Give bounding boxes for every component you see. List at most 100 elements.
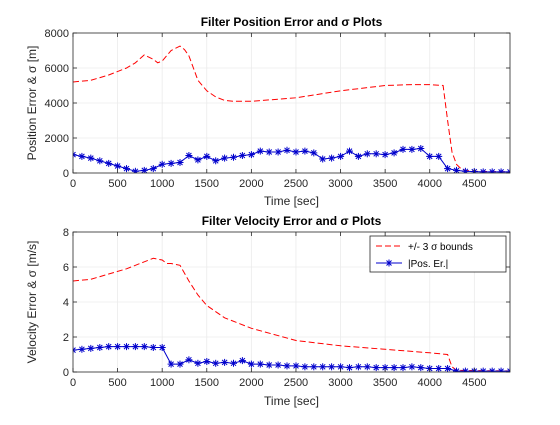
position-series-err-point xyxy=(337,152,345,160)
velocity-series-err-point xyxy=(78,345,86,353)
position-ticks: 0 500 1000 1500 2000 2500 3000 3500 4000 4500 0 200… xyxy=(45,28,510,190)
position-series-err-point xyxy=(417,145,425,152)
velocity-x-tick-label: 2500 xyxy=(284,377,308,389)
velocity-series-err-point xyxy=(158,344,166,351)
velocity-y-tick-label: 2 xyxy=(63,332,69,344)
position-series-err-point xyxy=(265,148,273,156)
position-series-err-point xyxy=(435,152,443,160)
position-series-err-point xyxy=(96,157,104,165)
position-x-tick-label: 2500 xyxy=(284,178,308,190)
position-series-err-point xyxy=(73,151,77,159)
velocity-x-axis-label: Time [sec] xyxy=(264,394,319,408)
velocity-series-err-point xyxy=(488,367,496,372)
position-series-err-point xyxy=(78,152,86,160)
velocity-series-err-point xyxy=(461,367,469,372)
velocity-series-err-point xyxy=(105,343,113,351)
position-series-err-point xyxy=(274,148,282,156)
position-y-tick-label: 6000 xyxy=(45,63,69,75)
legend-box xyxy=(369,235,507,273)
velocity-series-err-point xyxy=(390,364,398,372)
velocity-series-err-point xyxy=(435,365,443,372)
velocity-series-err-point xyxy=(176,360,184,368)
position-x-axis-label: Time [sec] xyxy=(264,194,319,208)
legend-label-bounds: +/- 3 σ bounds xyxy=(408,242,473,253)
velocity-chart-title: Filter Velocity Error and σ Plots xyxy=(202,214,382,228)
legend-marker-error xyxy=(385,259,393,267)
velocity-series-err-point xyxy=(337,363,345,371)
velocity-y-tick-label: 6 xyxy=(63,262,69,274)
velocity-series-err-point xyxy=(131,343,139,351)
velocity-y-axis-label: Velocity Error & σ [m/s] xyxy=(25,241,39,364)
position-series-err-point xyxy=(283,146,291,154)
velocity-series-err-point xyxy=(453,367,460,372)
velocity-series-err-point xyxy=(265,361,273,369)
velocity-series-err-point xyxy=(408,363,416,371)
position-series-err-point xyxy=(426,152,434,160)
position-x-tick-label: 3000 xyxy=(328,178,352,190)
velocity-series-err-point xyxy=(479,367,487,372)
position-y-tick-label: 8000 xyxy=(45,28,69,40)
legend: +/- 3 σ bounds |Pos. Er.| xyxy=(369,235,507,273)
position-x-tick-label: 500 xyxy=(108,178,126,190)
velocity-series-err-point xyxy=(310,363,318,371)
position-series-err-point xyxy=(497,168,505,173)
position-series-err-point xyxy=(461,167,469,173)
position-series-err-point xyxy=(488,168,496,173)
legend-item-error: |Pos. Er.| xyxy=(376,259,448,270)
velocity-series-err-point xyxy=(123,343,130,351)
velocity-series-err-point xyxy=(363,363,371,371)
position-series-err-point xyxy=(203,152,211,160)
position-series-err-point xyxy=(444,165,452,173)
position-chart-title: Filter Position Error and σ Plots xyxy=(201,15,383,29)
velocity-series-bound-line xyxy=(73,257,510,372)
position-series-err-point xyxy=(363,150,371,158)
position-series-err-point xyxy=(506,168,510,173)
position-series-layer xyxy=(73,45,510,173)
position-y-tick-label: 2000 xyxy=(45,133,69,145)
position-series-err-point xyxy=(131,167,139,173)
velocity-series-err-point xyxy=(114,343,122,351)
position-y-tick-label: 0 xyxy=(63,168,69,180)
position-x-tick-label: 3500 xyxy=(373,178,397,190)
position-series-err-point xyxy=(105,159,113,167)
position-series-bound-line xyxy=(73,45,510,173)
position-series-err-point xyxy=(328,154,336,162)
position-series-err-point xyxy=(123,165,130,173)
velocity-series-err-point xyxy=(328,363,336,371)
velocity-series-err-point xyxy=(194,359,202,367)
velocity-series-err-point xyxy=(87,344,95,352)
position-y-axis-label: Position Error & σ [m] xyxy=(25,46,39,161)
position-y-tick-label: 4000 xyxy=(45,98,69,110)
velocity-x-tick-label: 3000 xyxy=(328,377,352,389)
velocity-series-err-point xyxy=(346,364,353,372)
position-series-err-point xyxy=(354,152,362,160)
position-x-tick-label: 1000 xyxy=(150,178,174,190)
position-x-tick-label: 4500 xyxy=(462,178,486,190)
velocity-series-err-point xyxy=(238,357,246,365)
position-series-err-point xyxy=(212,157,220,165)
position-x-tick-label: 1500 xyxy=(195,178,219,190)
position-series-err-point xyxy=(408,145,416,153)
position-series-err-point xyxy=(238,152,246,159)
position-series-err-point xyxy=(194,156,202,164)
velocity-series-err-point xyxy=(301,363,309,371)
velocity-error-chart: 0 500 1000 1500 2000 2500 3000 3500 4000 4500 0 2 4 6… xyxy=(25,214,511,408)
velocity-ticks: 0 500 1000 1500 2000 2500 3000 3500 4000 4500 0 2 4 6… xyxy=(63,227,510,389)
position-series-err-point xyxy=(185,152,193,159)
velocity-series-err-point xyxy=(372,364,380,372)
position-series-err-point xyxy=(114,162,122,170)
velocity-series-err-point xyxy=(399,364,407,372)
legend-label-error: |Pos. Er.| xyxy=(408,259,448,270)
velocity-series-err-point xyxy=(167,360,175,368)
position-x-tick-label: 4000 xyxy=(417,178,441,190)
velocity-series-err-point xyxy=(96,344,104,351)
position-series-err-point xyxy=(230,153,237,161)
velocity-y-tick-label: 8 xyxy=(63,227,69,239)
position-series-err-point xyxy=(372,150,380,158)
velocity-series-err-point xyxy=(73,346,77,354)
position-series-err-point xyxy=(247,151,255,159)
position-series-err-point xyxy=(479,168,487,173)
velocity-series-err-point xyxy=(283,362,291,370)
